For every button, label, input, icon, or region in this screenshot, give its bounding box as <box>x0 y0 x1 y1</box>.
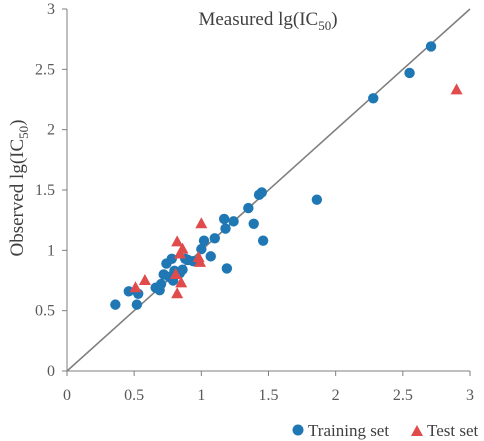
test-point <box>175 276 188 288</box>
test-point <box>171 287 184 299</box>
x-tick-label: 2.5 <box>393 387 413 404</box>
x-tick-label: 2 <box>332 387 340 404</box>
training-point <box>218 213 230 225</box>
x-axis-title-main: Measured lg(IC <box>198 9 318 30</box>
legend-training-marker <box>292 424 304 436</box>
y-tick-label: 3 <box>47 1 55 18</box>
training-point <box>368 93 379 104</box>
training-point <box>209 233 220 244</box>
reference-line-layer <box>66 8 471 372</box>
tick-labels: 0 0.5 1 1.5 2 2.5 3 0 0.5 1 1.5 2 2.5 3 <box>35 1 474 404</box>
y-tick-label: 1 <box>47 242 55 259</box>
x-tick-label: 0.5 <box>124 387 144 404</box>
x-axis-title-subscript: 50 <box>318 18 331 33</box>
training-point <box>425 41 437 52</box>
x-axis-title-end: ) <box>331 9 337 30</box>
y-axis-title-end: ) <box>7 120 28 126</box>
y-axis-title-subscript: 50 <box>16 126 31 139</box>
test-point <box>169 267 182 279</box>
y-axis-title-main: Observed lg(IC <box>7 139 28 257</box>
test-point <box>171 235 184 247</box>
y-tick-label: 1.5 <box>35 182 55 199</box>
training-point <box>110 299 121 310</box>
legend: Training set Test set <box>292 421 478 440</box>
training-point <box>220 223 231 234</box>
test-point <box>129 281 142 293</box>
identity-line <box>66 8 471 372</box>
legend-test-label: Test set <box>427 421 478 440</box>
training-point <box>243 202 254 214</box>
data-points <box>110 41 463 310</box>
y-axis-title: Observed lg(IC50) <box>7 120 31 257</box>
training-point <box>166 253 177 264</box>
training-point <box>131 299 143 310</box>
training-point <box>311 194 323 205</box>
training-point <box>257 235 269 246</box>
training-point <box>404 67 415 79</box>
test-point <box>193 255 206 267</box>
x-tick-label: 1 <box>197 387 205 404</box>
legend-test-marker <box>411 425 423 436</box>
training-point <box>221 263 233 274</box>
training-point <box>198 235 210 246</box>
test-point <box>450 83 463 95</box>
training-point <box>228 216 239 227</box>
axes <box>62 8 471 376</box>
x-tick-label: 0 <box>63 387 71 404</box>
training-point <box>177 264 188 275</box>
x-tick-label: 3 <box>466 387 474 404</box>
y-tick-label: 0 <box>47 363 55 380</box>
training-point <box>205 251 216 262</box>
y-tick-label: 0.5 <box>35 303 55 320</box>
legend-training-label: Training set <box>308 421 389 440</box>
training-point <box>256 187 267 198</box>
test-point <box>176 242 189 254</box>
x-axis-title: Measured lg(IC50) <box>198 9 337 33</box>
y-tick-label: 2 <box>47 122 55 139</box>
x-tick-label: 1.5 <box>259 387 279 404</box>
test-point <box>195 217 208 229</box>
training-point <box>155 278 167 290</box>
training-point <box>248 218 259 229</box>
y-tick-label: 2.5 <box>35 61 55 78</box>
test-point <box>138 274 151 285</box>
training-point <box>123 286 134 297</box>
